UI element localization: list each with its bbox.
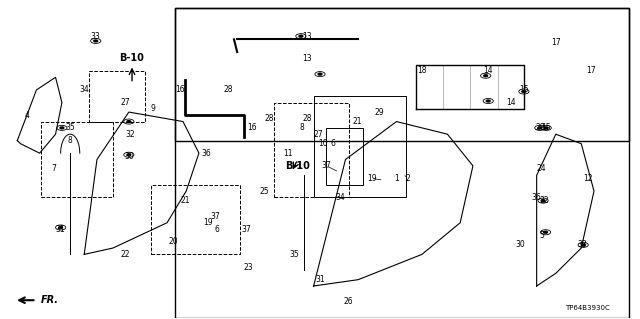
- Text: 32: 32: [125, 130, 135, 139]
- Text: 20: 20: [168, 237, 179, 246]
- Text: 6: 6: [330, 139, 335, 148]
- Text: 35: 35: [289, 250, 299, 259]
- Text: FR.: FR.: [41, 295, 59, 305]
- Text: 33: 33: [91, 32, 100, 41]
- Text: 31: 31: [56, 225, 65, 234]
- Circle shape: [127, 121, 131, 122]
- Text: 29: 29: [374, 108, 384, 116]
- Text: 4: 4: [24, 111, 29, 120]
- Text: 19: 19: [203, 218, 212, 227]
- Circle shape: [581, 244, 585, 246]
- Text: 11: 11: [284, 149, 293, 158]
- Text: 15: 15: [541, 123, 551, 132]
- Text: 29: 29: [535, 123, 545, 132]
- Text: 23: 23: [244, 263, 253, 271]
- Circle shape: [486, 100, 490, 102]
- Text: 7: 7: [51, 165, 56, 174]
- Text: 12: 12: [583, 174, 593, 183]
- Text: 32: 32: [540, 196, 549, 205]
- Text: 6: 6: [214, 225, 220, 234]
- Text: 34: 34: [79, 85, 89, 94]
- Text: 37: 37: [211, 212, 220, 221]
- Text: 25: 25: [259, 187, 269, 196]
- Circle shape: [299, 35, 303, 37]
- Text: 16: 16: [247, 123, 257, 132]
- Circle shape: [543, 231, 547, 233]
- Text: 36: 36: [532, 193, 541, 202]
- Circle shape: [318, 73, 322, 75]
- Circle shape: [522, 91, 526, 93]
- Circle shape: [484, 75, 488, 77]
- Text: 10: 10: [317, 139, 328, 148]
- Text: 15: 15: [519, 85, 529, 94]
- Text: 27: 27: [313, 130, 323, 139]
- Text: TP64B3930C: TP64B3930C: [565, 305, 610, 311]
- Circle shape: [59, 226, 63, 228]
- Text: 17: 17: [586, 66, 596, 76]
- Text: B-10: B-10: [120, 53, 145, 63]
- Text: 35: 35: [65, 123, 75, 132]
- Circle shape: [60, 127, 64, 129]
- Text: 9: 9: [150, 104, 156, 113]
- Text: 27: 27: [121, 98, 131, 107]
- Text: 5: 5: [540, 231, 544, 240]
- Text: 17: 17: [551, 38, 561, 47]
- Text: 19: 19: [367, 174, 377, 183]
- Text: 26: 26: [343, 297, 353, 306]
- Text: 8: 8: [300, 123, 305, 132]
- Text: 18: 18: [417, 66, 427, 76]
- Text: B-10: B-10: [285, 161, 310, 171]
- Text: 13: 13: [303, 32, 312, 41]
- Circle shape: [538, 127, 541, 129]
- Circle shape: [94, 40, 98, 42]
- Text: 28: 28: [223, 85, 233, 94]
- Text: 21: 21: [352, 117, 362, 126]
- Circle shape: [544, 127, 548, 129]
- Circle shape: [127, 154, 131, 156]
- Text: 31: 31: [315, 275, 325, 284]
- Text: 30: 30: [516, 241, 525, 249]
- Text: 24: 24: [537, 165, 547, 174]
- Text: 37: 37: [241, 225, 251, 234]
- Text: 16: 16: [175, 85, 184, 94]
- Text: 21: 21: [180, 196, 189, 205]
- Text: 37: 37: [321, 161, 332, 170]
- Text: 1: 1: [394, 174, 399, 183]
- Text: 28: 28: [303, 114, 312, 123]
- Text: 34: 34: [335, 193, 345, 202]
- Text: 14: 14: [483, 66, 492, 76]
- Text: 8: 8: [68, 136, 72, 145]
- Circle shape: [541, 200, 545, 202]
- Text: 30: 30: [124, 152, 134, 161]
- Text: 2: 2: [406, 174, 410, 183]
- Text: 13: 13: [303, 54, 312, 63]
- Text: 22: 22: [121, 250, 131, 259]
- Text: 36: 36: [202, 149, 211, 158]
- Text: 14: 14: [506, 98, 516, 107]
- Text: 28: 28: [264, 114, 274, 123]
- Text: 33: 33: [578, 241, 588, 249]
